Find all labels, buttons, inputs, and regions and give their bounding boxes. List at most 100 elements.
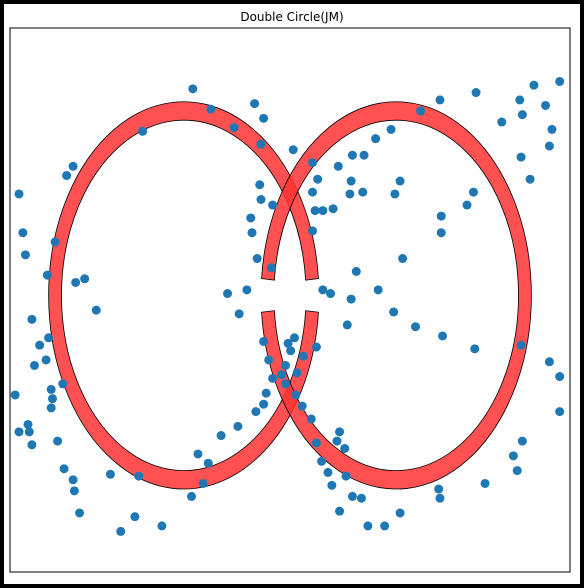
- data-point: [138, 126, 148, 136]
- data-point: [332, 436, 342, 446]
- data-point: [306, 414, 316, 424]
- data-point: [438, 331, 448, 341]
- data-point: [68, 475, 78, 485]
- rings-layer: [48, 101, 532, 490]
- data-point: [318, 206, 328, 216]
- data-point: [356, 493, 366, 503]
- data-point: [256, 194, 266, 204]
- data-point: [395, 508, 405, 518]
- data-point: [555, 76, 565, 86]
- data-point: [435, 95, 445, 105]
- data-point: [471, 88, 481, 98]
- data-point: [351, 266, 361, 276]
- data-point: [541, 100, 551, 110]
- data-point: [517, 436, 527, 446]
- data-point: [29, 360, 39, 370]
- data-point: [347, 491, 357, 501]
- data-point: [386, 124, 396, 134]
- data-point: [341, 471, 351, 481]
- data-point: [468, 187, 478, 197]
- data-point: [277, 370, 287, 380]
- data-point: [462, 200, 472, 210]
- data-point: [53, 436, 63, 446]
- data-point: [247, 228, 257, 238]
- data-point: [10, 390, 20, 400]
- data-point: [71, 277, 81, 287]
- data-point: [286, 346, 296, 356]
- data-point: [134, 471, 144, 481]
- data-point: [50, 237, 60, 247]
- data-point: [335, 427, 345, 437]
- data-point: [411, 322, 421, 332]
- data-point: [255, 180, 265, 190]
- data-point: [516, 340, 526, 350]
- data-point: [555, 407, 565, 417]
- data-point: [515, 95, 525, 105]
- data-point: [188, 84, 198, 94]
- ring-right: [261, 101, 532, 490]
- data-point: [318, 285, 328, 295]
- data-point: [346, 294, 356, 304]
- data-point: [308, 158, 318, 168]
- data-point: [347, 150, 357, 160]
- data-point: [250, 99, 260, 109]
- data-point: [75, 508, 85, 518]
- data-point: [157, 521, 167, 531]
- data-point: [266, 263, 276, 273]
- data-point: [290, 333, 300, 343]
- data-point: [434, 484, 444, 494]
- data-point: [371, 134, 381, 144]
- data-point: [62, 171, 72, 181]
- data-point: [46, 403, 56, 413]
- data-point: [18, 228, 28, 238]
- data-point: [328, 204, 338, 214]
- data-point: [359, 150, 369, 160]
- data-point: [342, 320, 352, 330]
- data-point: [326, 289, 336, 299]
- data-point: [280, 360, 290, 370]
- points-layer: [10, 76, 565, 536]
- data-point: [91, 305, 101, 315]
- data-point: [283, 338, 293, 348]
- data-point: [252, 254, 262, 264]
- data-point: [525, 174, 535, 184]
- data-point: [292, 368, 302, 378]
- data-point: [317, 456, 327, 466]
- data-point: [259, 399, 269, 409]
- data-point: [27, 314, 37, 324]
- data-point: [395, 176, 405, 186]
- data-point: [547, 124, 557, 134]
- data-point: [105, 469, 115, 479]
- data-point: [268, 200, 278, 210]
- data-point: [363, 521, 373, 531]
- data-point: [80, 274, 90, 284]
- data-point: [311, 342, 321, 352]
- data-point: [389, 307, 399, 317]
- data-point: [14, 189, 24, 199]
- data-point: [27, 440, 37, 450]
- data-point: [229, 123, 239, 133]
- data-point: [323, 467, 333, 477]
- data-point: [59, 464, 69, 474]
- data-point: [223, 289, 233, 299]
- data-point: [242, 285, 252, 295]
- data-point: [42, 270, 52, 280]
- data-point: [116, 526, 126, 536]
- data-point: [68, 161, 78, 171]
- data-point: [264, 355, 274, 365]
- data-point: [14, 427, 24, 437]
- data-point: [41, 355, 51, 365]
- data-point: [46, 384, 56, 394]
- data-point: [358, 187, 368, 197]
- data-point: [299, 351, 309, 361]
- data-point: [206, 104, 216, 114]
- data-point: [216, 431, 226, 441]
- data-point: [233, 421, 243, 431]
- data-point: [130, 512, 140, 522]
- data-point: [259, 336, 269, 346]
- data-point: [313, 174, 323, 184]
- data-point: [308, 187, 318, 197]
- data-point: [327, 480, 337, 490]
- data-point: [335, 506, 345, 516]
